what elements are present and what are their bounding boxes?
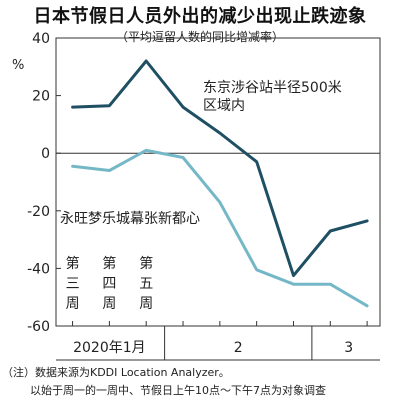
- week-label: 周: [102, 296, 116, 312]
- month-label: 2020年1月: [73, 340, 146, 356]
- plot-frame: [55, 37, 381, 327]
- y-tick-label: -20: [27, 204, 50, 220]
- month-label: 2: [234, 340, 243, 356]
- month-label: 3: [344, 340, 353, 356]
- series-label-aeon: 永旺梦乐城幕张新都心: [60, 211, 200, 227]
- week-label: 五: [139, 276, 153, 292]
- chart-subtitle: （平均逗留人数的同比增减率）: [115, 30, 284, 44]
- y-tick-label: -40: [27, 261, 50, 277]
- series-line-1: [71, 59, 369, 278]
- week-label: 第: [66, 255, 80, 272]
- series-label-shibuya: 东京涉谷站半径500米: [203, 80, 342, 96]
- week-label: 周: [139, 296, 153, 312]
- week-label: 第: [139, 255, 153, 272]
- chart-title: 日本节假日人员外出的减少出现止跌迹象: [33, 6, 367, 27]
- method-note: 以始于周一的一周中、节假日上午10点～下午7点为对象调查: [30, 384, 326, 397]
- y-tick-label: 20: [32, 89, 50, 105]
- week-label: 三: [66, 276, 80, 292]
- series-label-shibuya: 区域内: [203, 98, 245, 114]
- week-label: 周: [66, 296, 80, 312]
- y-tick-label: -60: [27, 319, 50, 335]
- y-tick-label: 0: [41, 146, 50, 162]
- y-unit-label: %: [12, 58, 25, 73]
- y-tick-label: 40: [32, 31, 50, 47]
- series-line-2: [71, 148, 369, 308]
- week-label: 第: [102, 255, 116, 272]
- week-label: 四: [102, 276, 116, 292]
- source-note: （注）数据来源为KDDI Location Analyzer。: [2, 366, 230, 379]
